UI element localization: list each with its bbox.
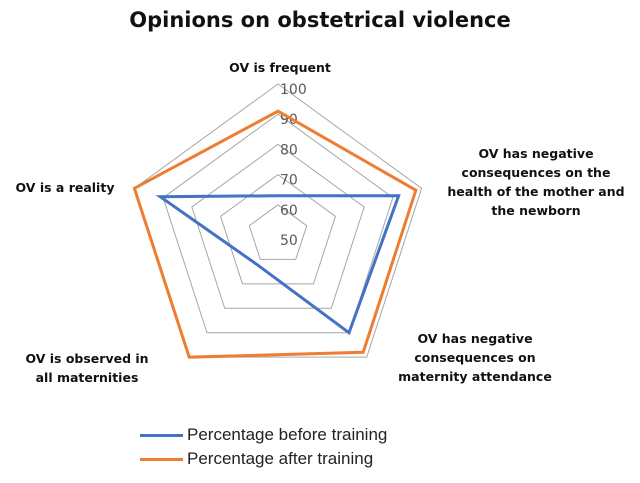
grid-ring-70: [219, 173, 337, 285]
series-line-after: [132, 109, 418, 359]
legend: Percentage before training Percentage af…: [140, 423, 387, 471]
axis-label-all-maternities: OV is observed in all maternities: [25, 351, 149, 385]
tick-label-100: 100: [280, 82, 307, 98]
tick-label-80: 80: [280, 142, 298, 158]
legend-swatch-after: [140, 457, 183, 461]
series-lines: [132, 109, 418, 359]
tick-label-70: 70: [280, 173, 298, 189]
tick-label-50: 50: [280, 233, 298, 249]
legend-item-after: Percentage after training: [140, 447, 387, 471]
series-line-before: [155, 194, 401, 336]
grid-ring-60: [248, 204, 308, 260]
legend-label-after: Percentage after training: [187, 449, 374, 468]
grid-ring-100: [133, 83, 423, 358]
chart-title: Opinions on obstetrical violence: [129, 8, 511, 32]
legend-item-before: Percentage before training: [140, 423, 387, 447]
axis-label-health: OV has negative consequences on the heal…: [447, 146, 625, 218]
axis-label-attendance: OV has negative consequences on maternit…: [398, 331, 552, 384]
axis-label-frequent: OV is frequent: [229, 60, 331, 75]
legend-swatch-before: [140, 433, 183, 437]
axis-label-reality: OV is a reality: [15, 180, 115, 195]
legend-label-before: Percentage before training: [187, 425, 388, 444]
tick-label-60: 60: [280, 203, 298, 219]
grid-ring-90: [162, 113, 394, 334]
